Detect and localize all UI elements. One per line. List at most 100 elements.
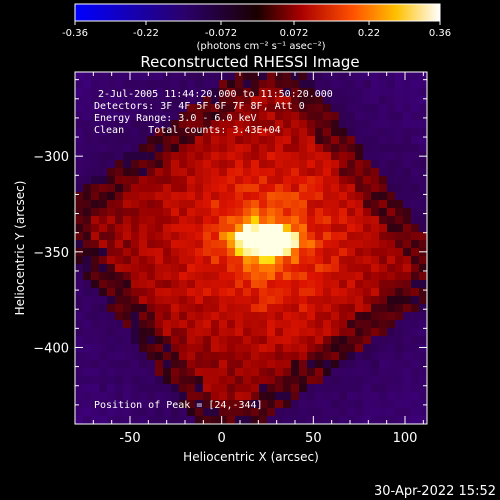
heatmap-cell	[139, 272, 148, 281]
heatmap-cell	[187, 104, 196, 113]
heatmap-cell	[187, 72, 196, 81]
heatmap-cell	[315, 352, 324, 361]
heatmap-cell	[115, 192, 124, 201]
heatmap-cell	[275, 96, 284, 105]
heatmap-cell	[219, 184, 228, 193]
heatmap-cell	[363, 408, 372, 417]
heatmap-cell	[83, 152, 92, 161]
heatmap-cell	[363, 104, 372, 113]
heatmap-cell	[195, 184, 204, 193]
heatmap-cell	[267, 112, 276, 121]
heatmap-cell	[179, 376, 188, 385]
heatmap-cell	[235, 320, 244, 329]
heatmap-cell	[267, 320, 276, 329]
heatmap-cell	[227, 152, 236, 161]
heatmap-cell	[267, 104, 276, 113]
heatmap-cell	[299, 104, 308, 113]
heatmap-cell	[219, 288, 228, 297]
heatmap-cell	[147, 184, 156, 193]
heatmap-cell	[411, 352, 420, 361]
heatmap-cell	[267, 312, 276, 321]
heatmap-cell	[259, 400, 268, 409]
heatmap-cell	[171, 88, 180, 97]
colorbar-ticks: -0.36 -0.22 -0.072 0.072 0.22 0.36	[62, 21, 451, 39]
heatmap-cell	[371, 176, 380, 185]
heatmap-cell	[355, 312, 364, 321]
heatmap-cell	[355, 256, 364, 265]
heatmap-cell	[155, 136, 164, 145]
heatmap-cell	[75, 176, 84, 185]
heatmap-cell	[195, 144, 204, 153]
heatmap-cell	[179, 72, 188, 81]
heatmap-cell	[299, 176, 308, 185]
heatmap-cell	[339, 280, 348, 289]
heatmap-cell	[123, 120, 132, 129]
heatmap-cell	[339, 392, 348, 401]
heatmap-cell	[147, 256, 156, 265]
heatmap-cell	[315, 136, 324, 145]
heatmap-cell	[131, 384, 140, 393]
heatmap-cell	[371, 88, 380, 97]
heatmap-cell	[211, 232, 220, 241]
heatmap-cell	[203, 400, 212, 409]
heatmap-cell	[267, 304, 276, 313]
heatmap-cell	[227, 320, 236, 329]
heatmap-cell	[219, 344, 228, 353]
heatmap-cell	[107, 408, 116, 417]
heatmap-cell	[147, 320, 156, 329]
heatmap-cell	[371, 160, 380, 169]
heatmap-cell	[363, 200, 372, 209]
heatmap-cell	[419, 208, 427, 217]
heatmap-cell	[115, 136, 124, 145]
heatmap-cell	[251, 408, 260, 417]
heatmap-cell	[315, 112, 324, 121]
heatmap-cell	[131, 368, 140, 377]
heatmap-cell	[211, 144, 220, 153]
heatmap-cell	[315, 176, 324, 185]
heatmap-cell	[91, 248, 100, 257]
heatmap-cell	[195, 408, 204, 417]
heatmap-cell	[331, 272, 340, 281]
heatmap-cell	[355, 368, 364, 377]
heatmap-cell	[403, 344, 412, 353]
heatmap-cell	[315, 240, 324, 249]
heatmap-cell	[251, 72, 260, 81]
heatmap-cell	[291, 256, 300, 265]
annotation-energy: Energy Range: 3.0 - 6.0 keV	[94, 113, 257, 124]
heatmap-cell	[347, 168, 356, 177]
heatmap-cell	[195, 392, 204, 401]
heatmap-cell	[307, 80, 316, 89]
heatmap-cell	[307, 96, 316, 105]
heatmap-cell	[203, 232, 212, 241]
heatmap-cell	[131, 296, 140, 305]
heatmap-cell	[147, 408, 156, 417]
heatmap-cell	[403, 216, 412, 225]
heatmap-cell	[107, 168, 116, 177]
heatmap-cell	[403, 384, 412, 393]
heatmap-cell	[179, 200, 188, 209]
heatmap-cell	[379, 128, 388, 137]
heatmap-cell	[307, 128, 316, 137]
heatmap-cell	[91, 176, 100, 185]
heatmap-cell	[243, 392, 252, 401]
heatmap-cell	[387, 176, 396, 185]
heatmap-cell	[275, 320, 284, 329]
heatmap-cell	[275, 112, 284, 121]
heatmap-cell	[267, 72, 276, 81]
heatmap-cell	[259, 352, 268, 361]
heatmap-cell	[371, 120, 380, 129]
heatmap-cell	[219, 280, 228, 289]
heatmap-cell	[291, 80, 300, 89]
heatmap-cell	[99, 360, 108, 369]
heatmap-cell	[75, 376, 84, 385]
heatmap-cell	[283, 264, 292, 273]
heatmap-cell	[123, 400, 132, 409]
heatmap-cell	[155, 208, 164, 217]
heatmap-cell	[283, 160, 292, 169]
heatmap-cell	[163, 288, 172, 297]
heatmap-cell	[211, 176, 220, 185]
heatmap-cell	[363, 224, 372, 233]
heatmap-cell	[179, 184, 188, 193]
heatmap-cell	[387, 376, 396, 385]
heatmap-cell	[227, 336, 236, 345]
